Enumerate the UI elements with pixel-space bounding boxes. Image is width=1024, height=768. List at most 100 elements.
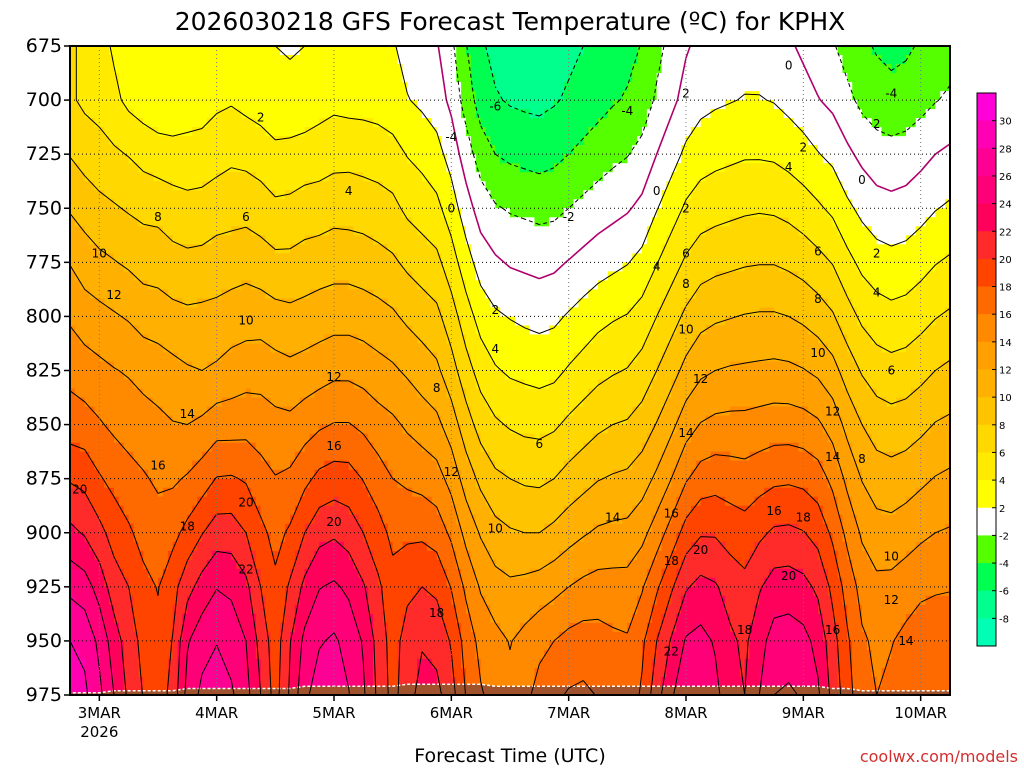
temp-cell — [138, 100, 144, 110]
temp-cell — [192, 631, 198, 642]
temp-cell — [334, 334, 340, 345]
temp-cell — [368, 658, 374, 669]
temp-cell — [348, 118, 355, 128]
temp-cell — [324, 640, 330, 651]
temp-cell — [84, 172, 91, 182]
temp-cell — [343, 523, 350, 534]
temp-cell — [280, 334, 286, 345]
temp-cell — [260, 226, 267, 236]
temp-cell — [138, 244, 144, 254]
temp-cell — [294, 181, 301, 191]
temp-cell — [241, 667, 247, 678]
temp-cell — [246, 253, 252, 263]
temp-cell — [138, 442, 144, 453]
temp-cell — [363, 496, 369, 507]
temp-cell — [226, 397, 232, 408]
temp-cell — [392, 523, 399, 534]
temp-cell — [187, 100, 193, 110]
temp-cell — [192, 136, 198, 146]
temp-cell — [114, 172, 120, 182]
temp-cell — [397, 532, 404, 543]
temp-cell — [246, 325, 252, 336]
temp-cell — [353, 622, 360, 633]
temp-cell — [270, 370, 276, 381]
temp-cell — [241, 541, 247, 552]
temp-cell — [79, 73, 86, 83]
temp-cell — [99, 253, 105, 263]
temp-cell — [231, 271, 237, 281]
temp-cell — [275, 343, 281, 354]
temp-cell — [187, 199, 193, 209]
temp-cell — [211, 559, 218, 570]
temp-cell — [162, 235, 169, 245]
temp-cell — [314, 613, 320, 624]
temp-cell — [182, 379, 188, 390]
temp-cell — [231, 622, 237, 633]
temp-cell — [378, 397, 384, 408]
temp-cell — [109, 82, 115, 92]
temp-cell — [309, 298, 316, 308]
temp-cell — [153, 379, 159, 390]
temp-cell — [172, 217, 179, 227]
temp-cell — [255, 271, 262, 281]
temp-cell — [143, 442, 149, 453]
temp-cell — [123, 82, 130, 92]
temp-cell — [143, 406, 149, 417]
temp-cell — [162, 226, 169, 236]
temp-cell — [314, 451, 320, 462]
temp-cell — [138, 523, 144, 534]
temp-cell — [123, 172, 130, 182]
temp-cell — [294, 496, 301, 507]
temp-cell — [94, 91, 100, 101]
temp-cell — [148, 127, 154, 137]
temp-cell — [118, 388, 125, 399]
temp-cell — [353, 280, 360, 290]
temp-cell — [138, 91, 144, 101]
temp-cell — [378, 163, 384, 173]
temp-cell — [74, 208, 81, 218]
temp-cell — [246, 82, 252, 92]
temp-cell — [285, 478, 291, 489]
temp-cell — [99, 469, 105, 480]
temp-cell — [236, 622, 242, 633]
temp-cell — [123, 100, 130, 110]
temp-cell — [324, 496, 330, 507]
temp-cell — [241, 235, 247, 245]
temp-cell — [162, 82, 169, 92]
temp-cell — [236, 235, 242, 245]
temp-cell — [334, 343, 340, 354]
temp-cell — [392, 271, 399, 281]
temp-cell — [202, 649, 208, 660]
temp-cell — [202, 586, 208, 597]
temp-cell — [70, 190, 76, 200]
temp-cell — [148, 658, 154, 669]
temp-cell — [363, 676, 369, 687]
temp-cell — [94, 343, 100, 354]
temp-cell — [148, 604, 154, 615]
temp-cell — [343, 307, 350, 318]
temp-cell — [260, 595, 267, 606]
temp-cell — [304, 244, 311, 254]
temp-cell — [334, 451, 340, 462]
temp-cell — [348, 127, 355, 137]
temp-cell — [236, 298, 242, 308]
temp-cell — [104, 163, 110, 173]
temp-cell — [84, 532, 91, 543]
temp-cell — [280, 496, 286, 507]
temp-cell — [197, 127, 203, 137]
temp-cell — [358, 154, 364, 164]
temp-cell — [99, 181, 105, 191]
temp-cell — [114, 361, 120, 372]
temp-cell — [392, 433, 399, 444]
temp-cell — [407, 154, 413, 164]
temp-cell — [148, 73, 154, 83]
temp-cell — [84, 316, 91, 327]
temp-cell — [104, 100, 110, 110]
temp-cell — [177, 676, 184, 687]
temp-cell — [334, 280, 340, 290]
temp-cell — [104, 550, 110, 561]
temp-cell — [182, 631, 188, 642]
temp-cell — [319, 271, 325, 281]
temp-cell — [84, 208, 91, 218]
temp-cell — [309, 586, 316, 597]
